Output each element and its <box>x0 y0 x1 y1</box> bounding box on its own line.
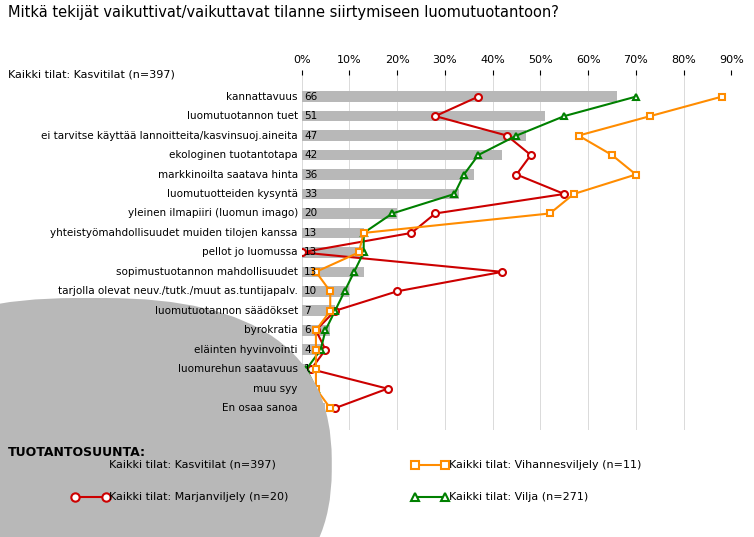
Text: ei tarvitse käyttää lannoitteita/kasvinsuoj.aineita: ei tarvitse käyttää lannoitteita/kasvins… <box>41 130 298 141</box>
Bar <box>302 130 526 141</box>
Text: luomurehun saatavuus: luomurehun saatavuus <box>178 364 298 374</box>
Bar <box>302 364 306 374</box>
Text: 6: 6 <box>304 325 311 335</box>
Bar <box>302 228 363 238</box>
Text: luomutuotannon säädökset: luomutuotannon säädökset <box>155 306 298 316</box>
Text: kannattavuus: kannattavuus <box>226 92 298 101</box>
Text: 13: 13 <box>304 248 317 257</box>
Text: 13: 13 <box>304 267 317 277</box>
Text: En osaa sanoa: En osaa sanoa <box>222 403 298 413</box>
Bar <box>302 169 474 180</box>
Text: yhteistyömahdollisuudet muiden tilojen kanssa: yhteistyömahdollisuudet muiden tilojen k… <box>51 228 298 238</box>
Text: byrokratia: byrokratia <box>244 325 298 335</box>
Text: Kaikki tilat: Vilja (n=271): Kaikki tilat: Vilja (n=271) <box>449 492 588 502</box>
Bar <box>302 344 320 355</box>
Text: tarjolla olevat neuv./tutk./muut as.tuntijapalv.: tarjolla olevat neuv./tutk./muut as.tunt… <box>58 286 298 296</box>
Text: 42: 42 <box>304 150 317 160</box>
Text: 20: 20 <box>304 208 317 219</box>
Text: 1: 1 <box>304 364 311 374</box>
Text: markkinoilta saatava hinta: markkinoilta saatava hinta <box>158 170 298 179</box>
Text: sopimustuotannon mahdollisuudet: sopimustuotannon mahdollisuudet <box>116 267 298 277</box>
Bar <box>302 383 316 394</box>
Text: Kaikki tilat: Kasvitilat (n=397): Kaikki tilat: Kasvitilat (n=397) <box>8 70 174 80</box>
Text: 47: 47 <box>304 130 317 141</box>
Text: luomutuotannon tuet: luomutuotannon tuet <box>187 111 298 121</box>
Text: 36: 36 <box>304 170 317 179</box>
Bar <box>302 266 363 277</box>
Bar <box>302 325 330 336</box>
Text: luomutuotteiden kysyntä: luomutuotteiden kysyntä <box>167 189 298 199</box>
Text: 7: 7 <box>304 306 311 316</box>
Bar <box>302 247 363 258</box>
Text: muu syy: muu syy <box>253 383 298 394</box>
Text: 5: 5 <box>304 403 311 413</box>
Text: 51: 51 <box>304 111 317 121</box>
Text: 33: 33 <box>304 189 317 199</box>
Bar <box>302 403 326 413</box>
Text: 4: 4 <box>304 345 311 355</box>
Bar <box>302 306 335 316</box>
Bar <box>302 111 545 121</box>
Bar <box>302 188 459 199</box>
Text: Kaikki tilat: Kasvitilat (n=397): Kaikki tilat: Kasvitilat (n=397) <box>109 460 276 469</box>
Bar <box>302 286 349 296</box>
Text: 10: 10 <box>304 286 317 296</box>
Text: eläinten hyvinvointi: eläinten hyvinvointi <box>195 345 298 355</box>
Text: TUOTANTOSUUNTA:: TUOTANTOSUUNTA: <box>8 446 146 459</box>
Text: 13: 13 <box>304 228 317 238</box>
Text: yleinen ilmapiiri (luomun imago): yleinen ilmapiiri (luomun imago) <box>127 208 298 219</box>
Text: Kaikki tilat: Marjanviljely (n=20): Kaikki tilat: Marjanviljely (n=20) <box>109 492 289 502</box>
Bar <box>302 150 502 161</box>
Text: Kaikki tilat: Vihannesviljely (n=11): Kaikki tilat: Vihannesviljely (n=11) <box>449 460 641 469</box>
Text: 3: 3 <box>304 383 311 394</box>
Bar <box>302 91 617 102</box>
Bar <box>302 208 397 219</box>
Text: 66: 66 <box>304 92 317 101</box>
Text: Mitkä tekijät vaikuttivat/vaikuttavat tilanne siirtymiseen luomutuotantoon?: Mitkä tekijät vaikuttivat/vaikuttavat ti… <box>8 5 559 20</box>
Text: ekologinen tuotantotapa: ekologinen tuotantotapa <box>169 150 298 160</box>
Text: pellot jo luomussa: pellot jo luomussa <box>202 248 298 257</box>
